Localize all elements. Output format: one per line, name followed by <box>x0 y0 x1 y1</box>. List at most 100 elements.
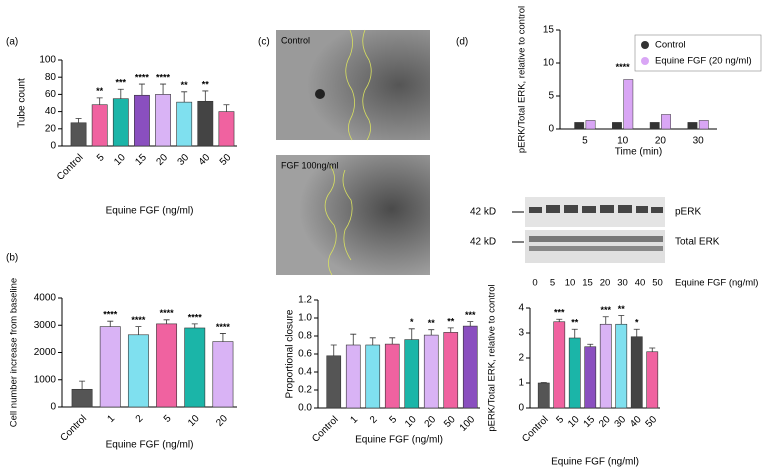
error-bar <box>79 380 86 390</box>
y-tick-label: 1000 <box>34 374 57 385</box>
error-bar <box>138 83 145 96</box>
y-tick-label: 20 <box>45 123 57 134</box>
significance: **** <box>103 310 118 320</box>
bar <box>646 351 659 409</box>
y-tick-label: 5 <box>548 91 554 102</box>
error-bar <box>540 382 547 383</box>
x-tick-label: 50 <box>218 152 234 168</box>
significance: ** <box>571 318 579 328</box>
y-tick-label: 15 <box>543 25 555 36</box>
bar <box>70 122 87 147</box>
bar <box>112 98 129 147</box>
bar <box>176 101 193 147</box>
error-bar <box>75 118 82 123</box>
micrograph-spot <box>315 89 325 99</box>
x-tick-label: 40 <box>197 152 213 168</box>
bar <box>584 346 597 409</box>
x-axis-label: Equine FGF (ng/ml) <box>355 435 443 446</box>
significance: *** <box>116 78 127 88</box>
error-bar <box>602 316 609 325</box>
bar <box>687 122 698 130</box>
x-tick-label: Control <box>58 413 89 444</box>
bar <box>698 120 709 130</box>
bar <box>345 344 361 409</box>
panel-label: (c) <box>258 37 270 48</box>
bar <box>537 382 550 409</box>
bar <box>326 355 342 409</box>
y-axis-label: pERK/Total ERK, relative to control <box>517 6 528 153</box>
y-tick-label: 0.6 <box>298 349 312 360</box>
x-tick-label: Control <box>55 152 86 183</box>
y-tick-label: 0 <box>548 124 554 135</box>
y-tick-label: 1.2 <box>298 295 312 306</box>
x-tick-label: 10 <box>403 414 419 430</box>
lane-label: 15 <box>582 278 593 289</box>
error-bar <box>160 83 167 95</box>
x-tick-label: 5 <box>95 152 107 164</box>
x-tick-label: 10 <box>566 414 582 430</box>
error-bar <box>191 323 198 328</box>
error-bar <box>447 327 454 333</box>
bar <box>585 120 596 130</box>
bar <box>404 339 420 409</box>
x-tick-label: 5 <box>582 136 588 147</box>
y-tick-label: 40 <box>45 106 57 117</box>
bar <box>574 122 585 130</box>
lane-label: 20 <box>600 278 611 289</box>
significance: **** <box>216 322 231 332</box>
y-axis-label: Cell number increase from baseline <box>9 278 20 427</box>
significance: **** <box>616 62 631 72</box>
lane-label: 50 <box>652 278 663 289</box>
lane-axis-label: Equine FGF (ng/ml) <box>675 278 758 289</box>
error-bar <box>571 328 578 338</box>
significance: * <box>635 318 639 328</box>
x-tick-label: 2 <box>134 413 146 425</box>
error-bar <box>223 104 230 112</box>
y-tick-label: 0 <box>50 141 56 152</box>
significance: ** <box>181 80 189 90</box>
bar <box>218 111 235 147</box>
lane-label: 5 <box>550 278 555 289</box>
x-tick-label: 20 <box>214 413 230 429</box>
y-tick-label: 80 <box>45 72 57 83</box>
significance: *** <box>554 308 565 318</box>
x-tick-label: 10 <box>617 136 629 147</box>
error-bar <box>163 319 170 324</box>
panel-label: (d) <box>456 37 468 48</box>
bar <box>462 325 478 409</box>
error-bar <box>618 315 625 325</box>
bar <box>127 334 149 408</box>
error-bar <box>633 328 640 337</box>
significance: ** <box>202 79 210 89</box>
error-bar <box>135 326 142 335</box>
bar <box>661 114 671 130</box>
error-bar <box>389 337 396 345</box>
y-tick-label: 3 <box>518 328 524 339</box>
y-tick-label: 2000 <box>34 347 57 358</box>
y-tick-label: 10 <box>543 58 555 69</box>
bar <box>599 323 612 409</box>
significance: *** <box>465 310 476 320</box>
image-label: Control <box>281 35 310 45</box>
lane-label: 10 <box>565 278 576 289</box>
y-tick-label: 1.0 <box>298 313 312 324</box>
bar <box>155 94 171 147</box>
y-tick-label: 0 <box>50 402 56 413</box>
bar <box>612 122 622 130</box>
error-bar <box>202 90 209 102</box>
x-tick-label: 30 <box>613 414 629 430</box>
bar <box>156 323 178 408</box>
x-axis-label: Equine FGF (ng/ml) <box>551 457 639 468</box>
lane-label: 40 <box>635 278 646 289</box>
bar <box>91 104 108 147</box>
significance: ** <box>447 316 455 326</box>
panel-label: (a) <box>6 37 18 48</box>
significance: **** <box>135 72 150 82</box>
legend-label: Control <box>655 40 686 51</box>
image-label: FGF 100ng/ml <box>281 160 339 170</box>
bar <box>615 323 628 409</box>
x-tick-label: 5 <box>555 414 567 426</box>
wound-edge <box>345 29 372 141</box>
band-label: Total ERK <box>675 237 720 248</box>
